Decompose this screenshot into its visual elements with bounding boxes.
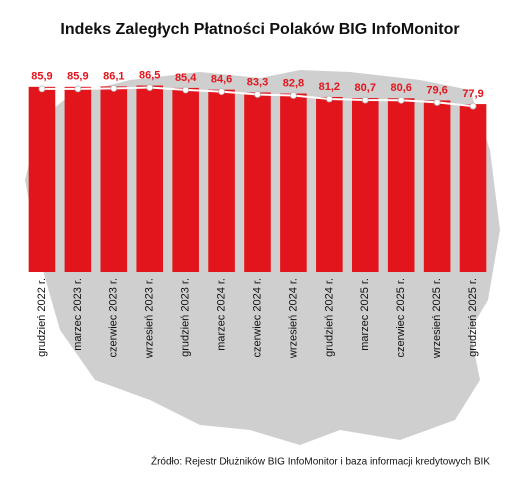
value-label: 86,1	[103, 70, 124, 82]
value-label: 82,8	[283, 77, 304, 89]
category-label: wrzesień 2024 r.	[287, 278, 299, 359]
category-label: czerwiec 2025 r.	[395, 278, 407, 357]
chart-title: Indeks Zaległych Płatności Polaków BIG I…	[60, 21, 459, 38]
bar	[28, 86, 56, 273]
value-label: 81,2	[319, 81, 340, 93]
bar	[100, 86, 128, 272]
bar	[244, 92, 271, 272]
trend-dot	[361, 96, 369, 104]
bar	[351, 98, 379, 273]
category-label: grudzień 2024 r.	[323, 278, 335, 357]
bar	[280, 93, 307, 273]
category-label: grudzień 2022 r.	[36, 278, 48, 357]
category-label: marzec 2024 r.	[215, 278, 227, 351]
category-label: czerwiec 2024 r.	[251, 278, 263, 357]
value-label: 77,9	[462, 88, 483, 100]
value-label: 85,4	[175, 72, 197, 84]
category-label: marzec 2025 r.	[359, 278, 371, 351]
trend-dot	[74, 85, 82, 93]
trend-dot	[469, 102, 477, 110]
trend-dot	[290, 92, 297, 99]
bar	[208, 89, 235, 272]
category-label: czerwiec 2023 r.	[108, 278, 120, 357]
value-label: 86,5	[139, 69, 160, 81]
trend-dot	[38, 85, 46, 93]
bar	[459, 104, 487, 273]
value-label: 85,9	[67, 71, 88, 83]
trend-dot	[325, 95, 333, 103]
category-label: grudzień 2023 r.	[180, 278, 192, 357]
category-label: wrzesień 2025 r.	[431, 278, 443, 359]
bar	[172, 87, 199, 272]
bar	[64, 86, 92, 273]
value-label: 84,6	[211, 74, 232, 86]
value-label: 83,3	[247, 76, 268, 88]
category-label: grudzień 2025 r.	[467, 278, 479, 357]
trend-dot	[254, 91, 261, 98]
trend-dot	[146, 84, 154, 91]
value-label: 80,7	[355, 82, 376, 94]
bar	[423, 100, 451, 272]
value-label: 79,6	[426, 84, 447, 96]
source-note: Źródło: Rejestr Dłużników BIG InfoMonito…	[151, 455, 490, 468]
trend-dot	[110, 85, 118, 92]
category-label: marzec 2023 r.	[72, 278, 84, 351]
trend-dot	[433, 99, 441, 106]
value-label: 80,6	[390, 82, 411, 94]
trend-dot	[182, 86, 190, 94]
trend-dot	[397, 96, 405, 104]
value-label: 85,9	[31, 71, 52, 83]
bar	[387, 98, 415, 272]
category-label: wrzesień 2023 r.	[144, 278, 156, 359]
bar	[136, 85, 164, 273]
trend-dot	[218, 88, 225, 96]
bar	[316, 96, 343, 272]
